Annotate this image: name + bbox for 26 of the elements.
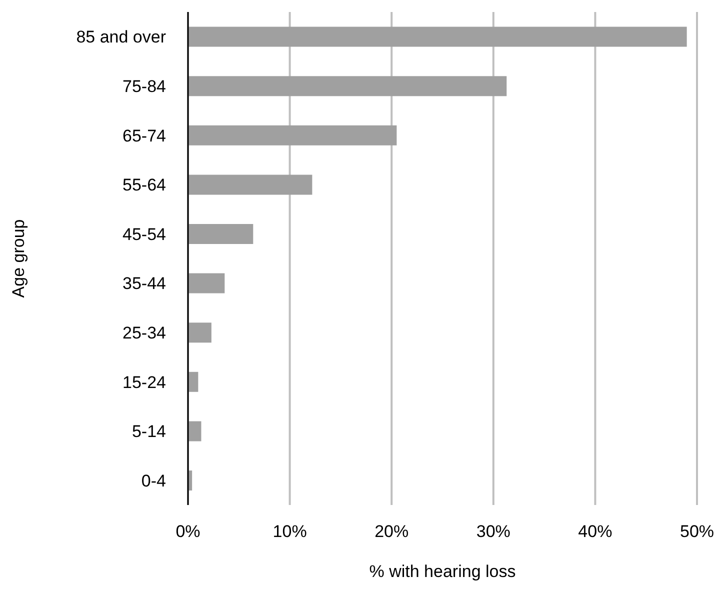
y-tick-label: 35-44	[122, 274, 166, 294]
bar	[188, 322, 212, 343]
x-tick-label: 10%	[272, 522, 307, 542]
x-tick-label: 40%	[578, 522, 612, 542]
x-tick-label: 50%	[680, 522, 714, 542]
y-tick-label: 15-24	[122, 372, 166, 392]
bar	[188, 76, 507, 96]
y-axis-title: Age group	[9, 219, 28, 298]
bar	[188, 421, 202, 442]
bar	[188, 224, 254, 244]
bar	[188, 174, 312, 195]
x-tick-label: 30%	[476, 522, 510, 542]
y-tick-label: 45-54	[122, 224, 166, 244]
bar	[188, 273, 225, 294]
y-tick-label: 55-64	[122, 176, 166, 195]
bar	[188, 125, 397, 146]
y-tick-label: 85 and over	[76, 28, 166, 47]
x-axis-title: % with hearing loss	[369, 562, 516, 582]
x-tick-label: 20%	[374, 522, 409, 542]
y-tick-label: 25-34	[122, 323, 166, 342]
y-tick-label: 5-14	[132, 422, 166, 442]
y-tick-label: 65-74	[122, 126, 166, 146]
y-tick-label: 0-4	[141, 471, 166, 490]
x-tick-label: 0%	[176, 522, 200, 542]
y-tick-label: 75-84	[122, 76, 166, 96]
bar	[188, 26, 687, 47]
